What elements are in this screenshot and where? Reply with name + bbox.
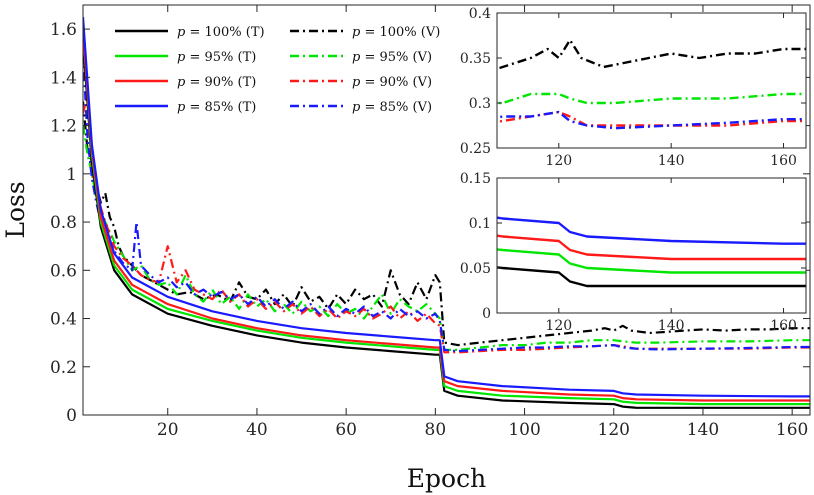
series-line bbox=[83, 93, 810, 354]
legend-label: p = 95% (T) bbox=[177, 50, 256, 65]
x-tick-label: 160 bbox=[770, 153, 797, 169]
x-tick-label: 100 bbox=[508, 420, 540, 440]
series-line bbox=[497, 216, 806, 245]
x-tick-label: 140 bbox=[658, 153, 685, 169]
y-tick-label: 0 bbox=[66, 406, 77, 426]
axes-frame bbox=[82, 4, 811, 416]
x-tick-label: 140 bbox=[687, 420, 719, 440]
axes-frame bbox=[496, 177, 807, 314]
x-tick-label: 140 bbox=[658, 318, 685, 334]
y-tick-label: 1 bbox=[66, 165, 77, 185]
y-tick-label: 0.4 bbox=[50, 310, 77, 330]
legend: p = 100% (T) p = 100% (V) p = 95% (T) p = 9… bbox=[115, 25, 440, 115]
inset-validation-zoom: 120 140 160 0.25 0.3 0.35 0.4 bbox=[460, 6, 807, 169]
y-tick-label: 0.6 bbox=[50, 261, 77, 281]
legend-label: p = 90% (T) bbox=[177, 75, 256, 90]
y-tick-label: 0.35 bbox=[460, 51, 491, 67]
series-line bbox=[497, 234, 806, 261]
y-tick-label: 1.4 bbox=[50, 68, 77, 88]
legend-label: p = 95% (V) bbox=[352, 50, 432, 65]
legend-label: p = 85% (T) bbox=[177, 100, 256, 115]
y-tick-label: 1.2 bbox=[50, 117, 77, 137]
axes-frame bbox=[496, 12, 807, 149]
x-tick-label: 160 bbox=[770, 318, 797, 334]
series-line bbox=[83, 41, 810, 409]
x-tick-label: 80 bbox=[425, 420, 447, 440]
plot-background bbox=[497, 13, 806, 148]
x-tick-label: 20 bbox=[157, 420, 179, 440]
y-tick-label: 0.05 bbox=[460, 261, 491, 277]
series-line bbox=[497, 248, 806, 274]
y-tick-label: 0.8 bbox=[50, 213, 77, 233]
legend-label: p = 100% (V) bbox=[352, 25, 440, 40]
series-line bbox=[83, 29, 810, 402]
x-tick-label: 120 bbox=[545, 153, 572, 169]
y-tick-label: 0.2 bbox=[50, 358, 77, 378]
y-tick-label: 0.15 bbox=[460, 171, 491, 187]
series-line bbox=[83, 17, 810, 398]
y-tick-label: 1.6 bbox=[50, 20, 77, 40]
legend-label: p = 85% (V) bbox=[352, 100, 432, 115]
y-tick-label: 0.3 bbox=[469, 96, 491, 112]
y-tick-label: 0.25 bbox=[460, 141, 491, 157]
x-tick-label: 60 bbox=[335, 420, 357, 440]
series-line bbox=[83, 125, 810, 351]
x-axis-label: Epoch bbox=[407, 464, 486, 493]
y-tick-label: 0.1 bbox=[469, 216, 491, 232]
series-line bbox=[83, 29, 810, 406]
legend-label: p = 90% (V) bbox=[352, 75, 432, 90]
x-tick-label: 120 bbox=[545, 318, 572, 334]
series-line bbox=[83, 53, 810, 353]
legend-label: p = 100% (T) bbox=[177, 25, 265, 40]
y-tick-label: 0 bbox=[482, 306, 491, 322]
x-tick-label: 160 bbox=[776, 420, 808, 440]
series-line bbox=[497, 266, 806, 288]
x-tick-label: 40 bbox=[246, 420, 268, 440]
y-axis-label: Loss bbox=[1, 181, 30, 238]
y-tick-label: 0.4 bbox=[469, 6, 491, 22]
inset-training-zoom: 120 140 160 0 0.05 0.1 0.15 bbox=[460, 171, 807, 334]
x-tick-label: 120 bbox=[598, 420, 630, 440]
plot-background bbox=[497, 178, 806, 313]
